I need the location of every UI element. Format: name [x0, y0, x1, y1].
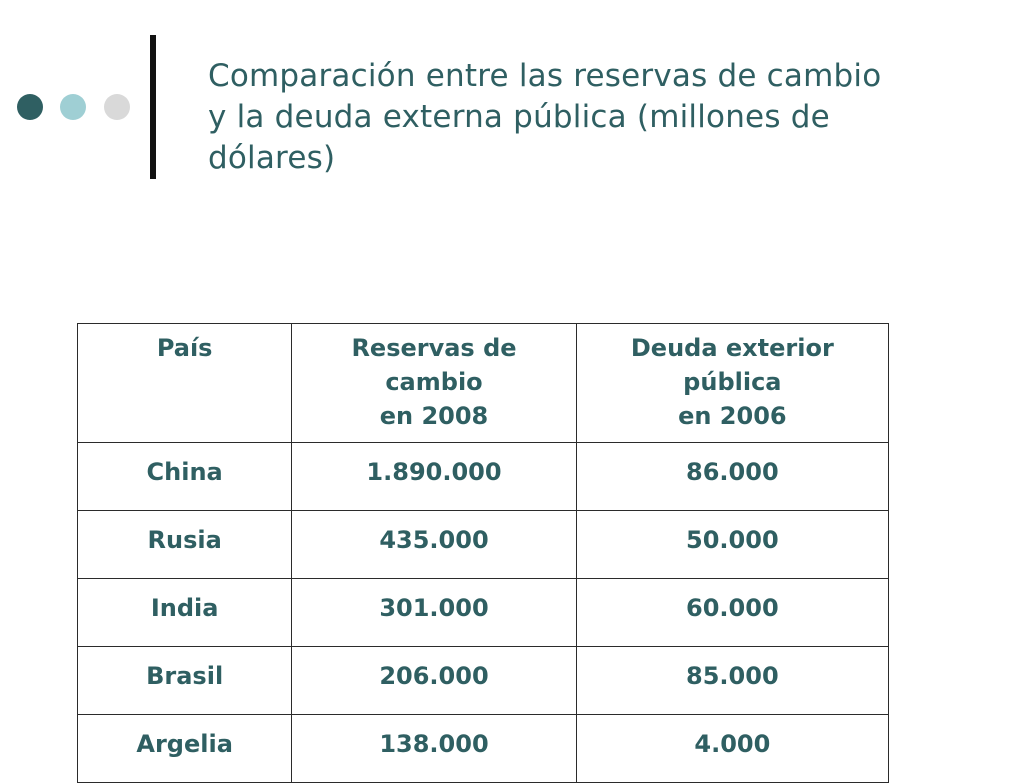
reserves-debt-table: País Reservas de cambio en 2008 Deuda ex…: [76, 323, 890, 783]
slide-title-line: Comparación entre las reservas de cambio: [208, 58, 882, 94]
header-debt-line: en 2006: [678, 402, 787, 430]
header-country: País: [76, 323, 293, 443]
header-country-line: País: [156, 334, 213, 362]
table-header-row: País Reservas de cambio en 2008 Deuda ex…: [76, 323, 890, 443]
slide-title-line: y la deuda externa pública (millones de: [208, 99, 830, 135]
cell-debt: 60.000: [575, 578, 890, 647]
cell-debt: 86.000: [575, 442, 890, 511]
decorative-dot-gray: [104, 94, 130, 120]
header-reserves-line: cambio: [385, 368, 483, 396]
table-row: Argelia 138.000 4.000: [76, 714, 890, 783]
decorative-dot-light: [60, 94, 86, 120]
cell-debt: 50.000: [575, 510, 890, 579]
table-row: Brasil 206.000 85.000: [76, 646, 890, 715]
title-divider-bar: [150, 35, 156, 179]
cell-reserves: 301.000: [291, 578, 577, 647]
cell-reserves: 1.890.000: [291, 442, 577, 511]
table-row: Rusia 435.000 50.000: [76, 510, 890, 579]
header-reserves-line: en 2008: [379, 402, 489, 430]
cell-debt: 85.000: [575, 646, 890, 715]
slide-title-line: dólares): [208, 140, 336, 176]
cell-reserves: 138.000: [291, 714, 577, 783]
cell-reserves: 435.000: [291, 510, 577, 579]
cell-country: China: [76, 442, 293, 511]
decorative-dot-dark: [17, 94, 43, 120]
cell-debt: 4.000: [575, 714, 890, 783]
table-row: China 1.890.000 86.000: [76, 442, 890, 511]
header-external-debt: Deuda exterior pública en 2006: [575, 323, 890, 443]
header-reserves-line: Reservas de: [351, 334, 517, 362]
slide-title: Comparación entre las reservas de cambio…: [208, 56, 998, 179]
cell-reserves: 206.000: [291, 646, 577, 715]
cell-country: Brasil: [76, 646, 293, 715]
cell-country: Rusia: [76, 510, 293, 579]
header-debt-line: pública: [683, 368, 782, 396]
header-debt-line: Deuda exterior: [630, 334, 834, 362]
table-row: India 301.000 60.000: [76, 578, 890, 647]
header-reserves: Reservas de cambio en 2008: [291, 323, 577, 443]
cell-country: India: [76, 578, 293, 647]
cell-country: Argelia: [76, 714, 293, 783]
